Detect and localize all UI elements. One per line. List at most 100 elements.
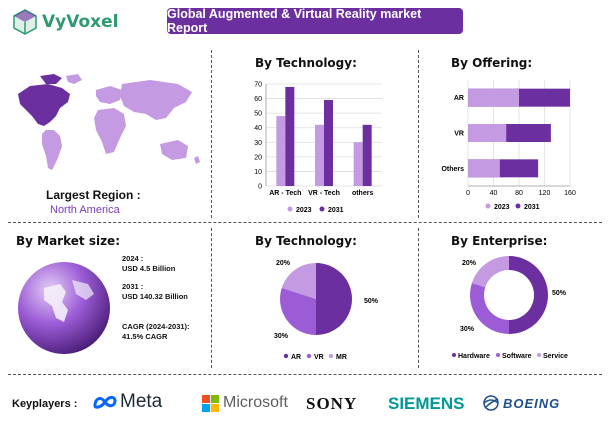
legend-2031-label: 2031 xyxy=(524,204,540,211)
largest-region-value: North America xyxy=(50,204,120,216)
tech-pie-legend: AR VR MR xyxy=(283,353,347,361)
enterprise-legend: Hardware Software Service xyxy=(452,353,568,360)
market-2031: 2031 : USD 140.32 Billion xyxy=(122,282,188,302)
slice-service xyxy=(471,256,509,288)
category-label: Others xyxy=(441,166,464,173)
globe-illustration xyxy=(18,262,110,354)
x-tick-label: 0 xyxy=(466,190,470,197)
slice-hardware xyxy=(509,256,548,334)
bar-2023-1 xyxy=(315,124,324,186)
pie-label-mr: 20% xyxy=(276,260,291,267)
market-cagr-label: CAGR (2024-2031): xyxy=(122,322,190,331)
category-label: others xyxy=(352,190,374,197)
enterprise-title: By Enterprise: xyxy=(451,234,548,248)
boeing-globe-icon xyxy=(483,395,499,411)
brand-boeing-text: BOEING xyxy=(503,395,561,411)
legend-software-label: Software xyxy=(502,353,532,360)
tech-bar-legend: 2023 2031 xyxy=(287,206,344,214)
market-2024: 2024 : USD 4.5 Billion xyxy=(122,254,175,274)
offering-legend: 2023 2031 xyxy=(485,203,540,211)
category-label: VR xyxy=(454,131,464,138)
bar-2031-2 xyxy=(362,124,372,186)
y-tick-label: 30 xyxy=(254,140,262,147)
legend-2023-dot xyxy=(485,203,491,209)
legend-2031-dot xyxy=(515,203,521,209)
africa-shape xyxy=(94,108,126,154)
bar-2023-0 xyxy=(276,116,286,186)
divider-v4 xyxy=(418,228,419,368)
tech-bar-title: By Technology: xyxy=(255,56,357,70)
legend-software-dot xyxy=(496,353,500,357)
bar-2023-2 xyxy=(353,142,363,186)
category-label: AR xyxy=(454,95,464,102)
offering-title: By Offering: xyxy=(451,56,533,70)
bar-2023-1 xyxy=(468,124,507,142)
australia-shape xyxy=(160,140,188,160)
cube-logo-icon xyxy=(13,9,37,35)
meta-infinity-icon xyxy=(93,395,117,409)
bar-2023-0 xyxy=(468,88,519,107)
category-label: AR - Tech xyxy=(269,190,301,197)
x-tick-label: 80 xyxy=(515,190,523,197)
y-tick-label: 50 xyxy=(254,111,262,118)
report-title: Global Augmented & Virtual Reality marke… xyxy=(167,7,463,35)
tech-pie-chart: 50% 30% 20% AR VR MR xyxy=(274,260,379,361)
keyplayers-label: Keyplayers : xyxy=(12,398,78,410)
y-tick-label: 70 xyxy=(254,82,262,89)
market-cagr: CAGR (2024-2031): 41.5% CAGR xyxy=(122,322,190,342)
greenland-shape xyxy=(66,74,82,84)
tech-bar-chart: 70 60 50 40 30 20 10 0 AR - Tech VR - Tech others… xyxy=(254,82,382,214)
brand-logo: VyVoxel xyxy=(12,6,152,38)
world-map xyxy=(18,74,200,170)
brand-meta-text: Meta xyxy=(120,391,163,412)
legend-vr-dot xyxy=(306,353,312,359)
legend-vr-label: VR xyxy=(314,354,324,361)
slice-mr xyxy=(281,263,316,299)
logo-text: VyVoxel xyxy=(42,12,119,32)
legend-hardware-label: Hardware xyxy=(458,353,490,360)
divider-h2 xyxy=(8,374,602,375)
category-label: VR - Tech xyxy=(308,190,340,197)
north-america-region xyxy=(18,74,70,126)
enterprise-donut-chart: 50% 30% 20% Hardware Software Service xyxy=(452,256,568,360)
x-tick-label: 120 xyxy=(539,190,551,197)
legend-ar-label: AR xyxy=(291,354,301,361)
market-2024-value: USD 4.5 Billion xyxy=(122,264,176,273)
market-size-title: By Market size: xyxy=(16,234,120,248)
market-cagr-value: 41.5% CAGR xyxy=(122,332,168,341)
offering-bar-chart: AR VR Others 0 40 80 120 160 2023 2031 xyxy=(441,80,576,211)
brand-microsoft: Microsoft xyxy=(202,394,288,412)
legend-ar-dot xyxy=(283,353,289,359)
donut-label-hardware: 50% xyxy=(552,290,567,297)
legend-service-dot xyxy=(537,353,541,357)
divider-h1 xyxy=(8,222,602,223)
legend-hardware-dot xyxy=(452,353,456,357)
divider-v1 xyxy=(211,50,212,218)
legend-mr-label: MR xyxy=(336,354,347,361)
legend-mr-dot xyxy=(328,353,334,359)
y-tick-label: 20 xyxy=(254,154,262,161)
y-tick-label: 10 xyxy=(254,169,262,176)
x-tick-label: 160 xyxy=(564,190,576,197)
legend-2031-dot xyxy=(319,206,325,212)
slice-vr xyxy=(280,287,316,335)
y-tick-label: 40 xyxy=(254,125,262,132)
pie-label-ar: 50% xyxy=(364,298,379,305)
legend-2023-label: 2023 xyxy=(296,207,312,214)
brand-sony: SONY xyxy=(306,394,358,413)
donut-label-software: 30% xyxy=(460,326,475,333)
x-tick-label: 40 xyxy=(490,190,498,197)
tech-pie-title: By Technology: xyxy=(255,234,357,248)
south-america-shape xyxy=(42,130,62,170)
divider-v3 xyxy=(211,228,212,368)
legend-service-label: Service xyxy=(543,353,568,360)
market-2031-value: USD 140.32 Billion xyxy=(122,292,188,301)
bar-2031-0 xyxy=(285,86,295,186)
asia-shape xyxy=(120,80,192,120)
europe-shape xyxy=(96,86,122,104)
brand-siemens: SIEMENS xyxy=(388,394,465,413)
slice-software xyxy=(470,282,509,334)
bar-2023-2 xyxy=(468,159,500,178)
y-tick-label: 60 xyxy=(254,96,262,103)
market-2024-label: 2024 : xyxy=(122,254,144,263)
